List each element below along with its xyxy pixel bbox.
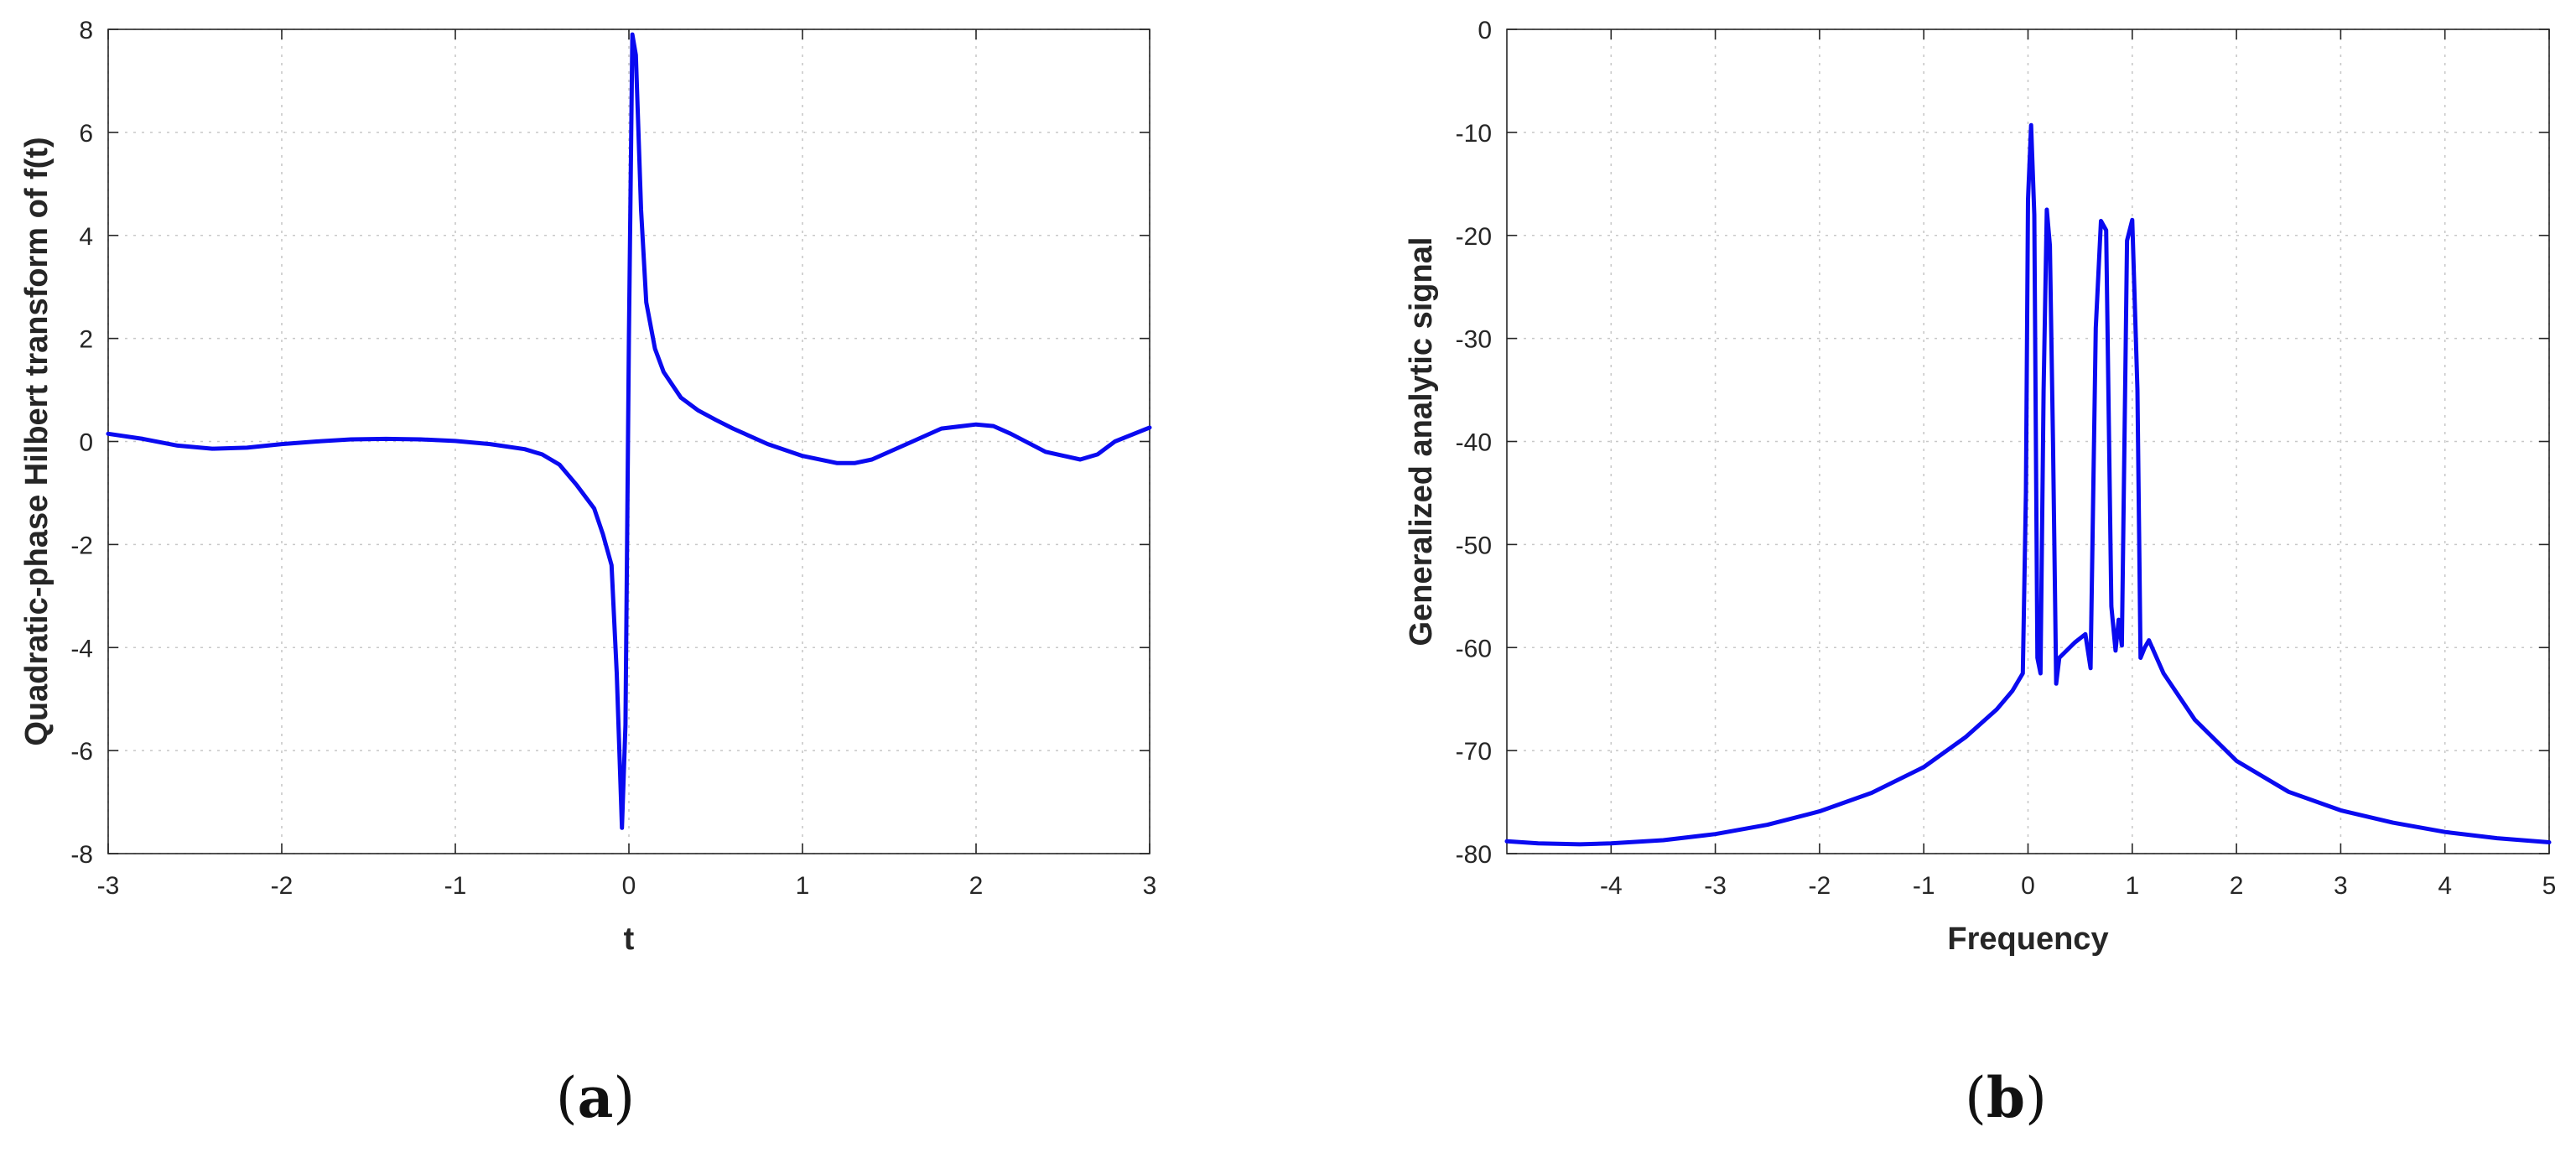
y-tick-label: 4 [79, 223, 93, 251]
x-tick-label: -2 [271, 872, 293, 900]
y-tick-label: 0 [1478, 17, 1492, 44]
x-tick-label: 3 [2334, 872, 2348, 900]
chart-panel-b: -4 -3 -2 -1 0 1 2 3 4 5-80-70-60-50-40-30-20-100F… [1404, 17, 2556, 1130]
x-tick-label: -3 [97, 872, 120, 900]
x-axis-label: t [624, 922, 635, 957]
y-axis-label: Generalized analytic signal [1404, 237, 1439, 647]
chart-panel-a: -3 -2 -1 0 1 2 3 -8 -6 -4 -2 0 2 4 6 8 t Quadratic-phase … [19, 17, 1156, 1130]
y-axis-label: Quadratic-phase Hilbert transform of f(t… [19, 137, 55, 745]
y-tick-label: 2 [79, 326, 93, 354]
x-tick-label: 1 [2125, 872, 2139, 900]
series-line [1504, 122, 2552, 847]
x-tick-label: 3 [1143, 872, 1157, 900]
y-tick-label: -2 [70, 532, 93, 559]
x-tick-label: 2 [2230, 872, 2244, 900]
y-tick-label: 8 [79, 17, 93, 44]
x-tick-label: -1 [1913, 872, 1935, 900]
y-tick-label: -60 [1456, 635, 1492, 662]
y-tick-label: -8 [70, 841, 93, 869]
y-tick-label: -80 [1456, 841, 1492, 869]
panel-label: (a) [556, 1065, 635, 1130]
x-tick-label: 2 [969, 872, 984, 900]
y-tick-label: 0 [79, 429, 93, 457]
panel-label: (b) [1965, 1065, 2047, 1130]
x-tick-label: -2 [1809, 872, 1831, 900]
x-tick-label: 1 [796, 872, 810, 900]
y-tick-label: -20 [1456, 223, 1492, 251]
x-tick-label: -1 [444, 872, 467, 900]
x-tick-label: 4 [2438, 872, 2452, 900]
y-tick-label: -10 [1456, 120, 1492, 148]
x-tick-label: -4 [1600, 872, 1623, 900]
x-tick-label: -3 [1704, 872, 1727, 900]
y-tick-label: -4 [70, 635, 93, 662]
x-tick-label: 0 [622, 872, 636, 900]
x-tick-label: 0 [2021, 872, 2035, 900]
y-tick-label: -70 [1456, 738, 1492, 766]
y-tick-label: -30 [1456, 326, 1492, 354]
y-tick-label: -40 [1456, 429, 1492, 457]
series-line [106, 32, 1152, 830]
y-tick-label: 6 [79, 120, 93, 148]
x-tick-label: 5 [2542, 872, 2557, 900]
y-tick-label: -6 [70, 738, 93, 766]
x-axis-label: Frequency [1947, 922, 2108, 957]
y-tick-label: -50 [1456, 532, 1492, 559]
